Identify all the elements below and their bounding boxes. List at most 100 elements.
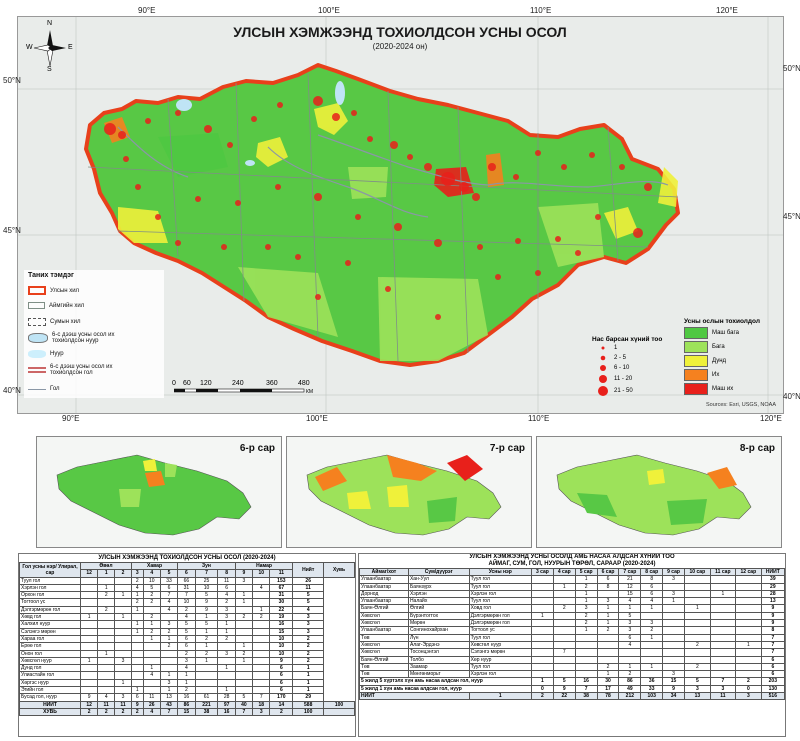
table-cell bbox=[97, 642, 116, 651]
death-marker bbox=[145, 118, 151, 124]
table2-header: НИЙТ bbox=[760, 567, 785, 577]
table-cell: 2 bbox=[130, 576, 144, 585]
table-cell: 6 bbox=[596, 575, 620, 584]
table-cell: 1 bbox=[574, 597, 598, 606]
table-cell: Туул гол bbox=[468, 597, 532, 606]
table-cell bbox=[79, 671, 99, 680]
table-cell: 2 bbox=[596, 662, 620, 672]
table-cell bbox=[530, 655, 554, 664]
table-cell: 153 bbox=[269, 576, 294, 585]
table-cell: 16 bbox=[177, 693, 196, 702]
table-cell: 3 bbox=[662, 589, 685, 599]
table-cell: 2 bbox=[269, 707, 294, 717]
table-cell bbox=[130, 649, 144, 658]
table-cell: Баян-Өлгий bbox=[359, 604, 409, 613]
table-cell: 2 bbox=[292, 656, 325, 666]
table-cell: 3 bbox=[709, 684, 736, 694]
death-marker bbox=[313, 96, 323, 106]
table2-header: 10 сар bbox=[684, 567, 711, 577]
table-cell: 5 bbox=[292, 598, 325, 607]
table-cell: 7 bbox=[234, 707, 254, 717]
table-cell: 1 bbox=[596, 604, 620, 613]
lat-tick-right: 45°N bbox=[783, 212, 800, 221]
table-row: Хөвсгөл Бүрэнтогтох Дэлгэрмөрөн гол 1 2 1 5 9 bbox=[359, 611, 785, 621]
table-cell: 3 bbox=[596, 597, 620, 606]
table-cell: 2 bbox=[574, 611, 598, 621]
table-cell bbox=[684, 589, 711, 599]
table-cell: 1 bbox=[640, 604, 664, 613]
table-cell bbox=[234, 686, 254, 695]
table-cell: 5 bbox=[177, 627, 196, 636]
table-cell bbox=[530, 582, 554, 591]
table-cell bbox=[323, 707, 355, 717]
scale-bar: 0 60 120 240 360 480 КМ bbox=[172, 380, 314, 395]
table-cell: 130 bbox=[760, 684, 785, 694]
table-row: Хөвд гол 1 1 2 4 1 3 2 2 19 3 bbox=[19, 613, 355, 622]
table2-header: 5 сар bbox=[574, 567, 598, 577]
table-cell: Хөр нуур bbox=[468, 655, 532, 664]
table-cell bbox=[574, 648, 598, 657]
lon-tick-top: 120°E bbox=[716, 6, 738, 15]
table-cell bbox=[662, 655, 685, 664]
table-cell: 5 bbox=[552, 677, 576, 686]
table-cell bbox=[552, 670, 576, 679]
table-cell: 2 bbox=[97, 605, 116, 615]
table-cell: 18 bbox=[252, 700, 271, 709]
table-cell bbox=[97, 664, 116, 673]
table-cell: 2 bbox=[684, 640, 711, 650]
inset-map-july: 7-р сар bbox=[286, 436, 532, 548]
death-marker bbox=[619, 164, 625, 170]
table-cell: 3 bbox=[292, 627, 325, 636]
death-marker bbox=[459, 182, 469, 192]
table-cell: НИЙТ bbox=[19, 700, 81, 709]
table-cell: 19 bbox=[269, 613, 294, 622]
table-cell bbox=[552, 626, 576, 635]
table-total-row: НИЙТ 12 11 11 9 26 43 86 221 97 40 18 14 588 100 bbox=[19, 700, 355, 709]
death-marker bbox=[277, 102, 283, 108]
death-marker bbox=[204, 125, 212, 133]
table-cell: 14 bbox=[269, 700, 294, 709]
table-cell bbox=[662, 633, 685, 642]
table-cell: 2 bbox=[684, 662, 711, 672]
lon-tick-bottom: 120°E bbox=[760, 414, 782, 423]
death-marker bbox=[407, 154, 413, 160]
table-cell: 4 bbox=[177, 664, 196, 673]
table-row: Баян-Өлгий Өлгий Ховд гол 2 3 1 1 1 1 9 bbox=[359, 604, 785, 613]
inset-svg bbox=[306, 454, 502, 536]
table-cell bbox=[252, 678, 271, 688]
table-cell bbox=[734, 648, 762, 657]
table-cell: 9 bbox=[269, 656, 294, 666]
death-marker bbox=[424, 163, 432, 171]
table-cell: 212 bbox=[618, 692, 642, 701]
table-cell: 2 bbox=[142, 598, 161, 607]
table-cell: Бүрэнтогтох bbox=[407, 611, 470, 621]
table-cell: 17 bbox=[596, 684, 620, 694]
table-cell: 1 bbox=[234, 591, 254, 600]
table-cell: 9 bbox=[194, 598, 219, 607]
table-row: Улаанбаатар Сонгинохайрхан Тогтоол ус 1 2 3 2 8 bbox=[359, 626, 785, 635]
table-row: Ерөө гол 2 6 1 1 10 2 bbox=[19, 642, 355, 651]
table-cell: 7 bbox=[252, 693, 271, 702]
table-cell: 6 bbox=[217, 583, 236, 593]
table-cell: 1 bbox=[159, 671, 179, 680]
table-cell bbox=[734, 611, 762, 621]
map-source: Sources: Esri, USGS, NOAA bbox=[706, 402, 776, 408]
death-markers bbox=[104, 96, 652, 320]
table-cell: 1 bbox=[194, 627, 219, 636]
table-cell bbox=[130, 664, 144, 673]
table-row: Төв Заамар Туул гол 2 1 1 2 6 bbox=[359, 662, 785, 672]
table-cell: 1 bbox=[142, 620, 161, 629]
table-cell bbox=[252, 649, 271, 658]
table1-season-header: Хавар bbox=[130, 561, 179, 571]
table-cell: 9 bbox=[79, 693, 99, 702]
table-cell: 3 bbox=[252, 707, 271, 717]
table-cell bbox=[114, 583, 132, 593]
table-cell: 2 bbox=[142, 613, 161, 622]
table-cell bbox=[234, 678, 254, 688]
table-cell: 2 bbox=[292, 642, 325, 651]
table-cell bbox=[130, 656, 144, 666]
table-cell bbox=[194, 664, 219, 673]
table-cell: 103 bbox=[640, 692, 664, 701]
compass-e: E bbox=[68, 44, 73, 51]
table-cell: 3 bbox=[662, 575, 685, 584]
